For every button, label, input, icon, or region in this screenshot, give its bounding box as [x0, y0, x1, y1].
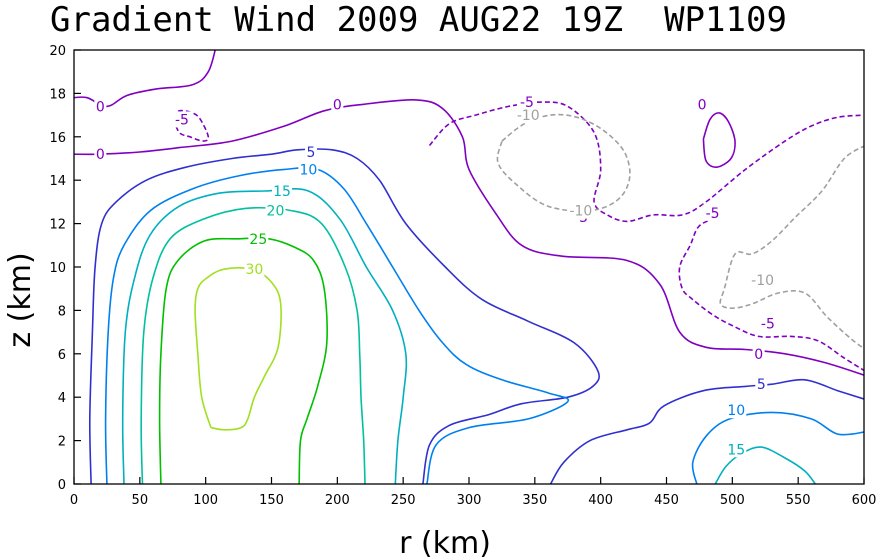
x-tick-label: 500	[720, 493, 745, 508]
contour-lines	[74, 50, 864, 484]
contour-label-bg	[171, 111, 192, 128]
contour-line-0-0	[74, 99, 864, 376]
y-tick-label: 18	[49, 87, 66, 102]
x-tick-label: 300	[457, 493, 482, 508]
contour-label-bg	[305, 143, 317, 160]
contour-label-bg	[244, 261, 265, 278]
x-tick-label: 350	[522, 493, 547, 508]
contour-label: 5	[307, 145, 316, 161]
x-tick-label: 100	[193, 493, 218, 508]
y-tick-label: 20	[49, 44, 66, 59]
contour-line--5-3	[172, 109, 210, 142]
contour-label-bg	[331, 96, 344, 113]
y-tick-label: 14	[49, 174, 66, 189]
chart-title: Gradient Wind 2009 AUG22 19Z WP1109	[50, 0, 787, 40]
contour-label-bg	[726, 402, 747, 419]
contour-label-bg	[514, 107, 543, 124]
contour-label-bg	[752, 345, 765, 362]
contour-label: 0	[96, 147, 105, 163]
contour-label-bg	[726, 441, 747, 458]
contour-label-bg	[757, 315, 778, 332]
contour-line-0-2	[702, 112, 736, 169]
y-tick-label: 0	[58, 478, 66, 493]
contour-label-bg	[298, 161, 319, 178]
contour-line-25-15	[158, 237, 328, 484]
x-tick-label: 600	[852, 493, 877, 508]
contour-line-5-9	[549, 378, 864, 484]
x-tick-label: 550	[786, 493, 811, 508]
x-tick-label: 400	[588, 493, 613, 508]
contour-label: 15	[273, 184, 291, 200]
contour-label-bg	[516, 94, 537, 111]
x-tick-label: 50	[132, 493, 149, 508]
contour-label: -10	[517, 108, 540, 124]
x-axis-ticks: 0 50 100 150 200 250 300 350 400 450 500 550 600	[70, 477, 877, 508]
contour-label-bg	[265, 202, 286, 219]
contour-label: 5	[757, 377, 766, 393]
y-tick-label: 10	[49, 261, 66, 276]
contour-label: -5	[706, 206, 720, 222]
contour-line-30-16	[194, 267, 282, 431]
x-tick-label: 200	[325, 493, 350, 508]
contour-label-bg	[748, 272, 777, 289]
contour-line-10-11	[691, 411, 864, 484]
contour-line-0-1	[74, 50, 216, 108]
contour-label-bg	[566, 202, 595, 219]
contour-label-bg	[94, 98, 107, 115]
x-axis-label: r (km)	[399, 526, 491, 559]
y-tick-label: 6	[58, 348, 66, 363]
x-tick-label: 150	[259, 493, 284, 508]
contour-label: -5	[175, 112, 189, 128]
y-tick-label: 16	[49, 131, 66, 146]
y-axis-ticks: 0 2 4 6 8 10 12 14 16 18 20	[49, 44, 81, 493]
contour-label: 25	[249, 232, 267, 248]
contour-label: -10	[751, 273, 774, 289]
contour-label: -10	[569, 204, 592, 220]
contour-label-bg	[94, 146, 107, 163]
y-tick-label: 4	[58, 391, 66, 406]
contour-label: 10	[727, 403, 745, 419]
contour-line-20-14	[140, 206, 366, 484]
contour-label: -5	[520, 95, 534, 111]
contour-label: -5	[761, 316, 775, 332]
x-tick-label: 450	[654, 493, 679, 508]
x-tick-label: 250	[391, 493, 416, 508]
contour-label: 0	[698, 97, 707, 113]
contour-label-bg	[272, 183, 293, 200]
contour-label: 30	[245, 262, 263, 278]
contour-line-10-10	[104, 166, 570, 484]
contour-label: 10	[299, 162, 317, 178]
contour-label: 0	[333, 97, 342, 113]
x-tick-label: 0	[70, 493, 78, 508]
contour-label-bg	[702, 204, 723, 221]
contour-label: 0	[96, 99, 105, 115]
contour-label-bg	[696, 96, 709, 113]
contour-line--5-4	[428, 101, 864, 223]
contour-label: 0	[754, 347, 763, 363]
contour-line--5-5	[678, 216, 864, 372]
y-tick-label: 8	[58, 304, 66, 319]
y-tick-label: 2	[58, 435, 66, 450]
contour-label-bg	[755, 376, 768, 393]
contour-label: 20	[267, 204, 285, 220]
contour-label-bg	[248, 230, 269, 247]
y-axis-label: z (km)	[3, 252, 38, 347]
contour-line-15-13	[714, 446, 816, 484]
contour-line-5-8	[88, 148, 600, 484]
contour-line--10-7	[719, 145, 864, 350]
contour-label: 15	[727, 442, 745, 458]
y-tick-label: 12	[49, 218, 66, 233]
contour-line--10-6	[496, 113, 631, 212]
